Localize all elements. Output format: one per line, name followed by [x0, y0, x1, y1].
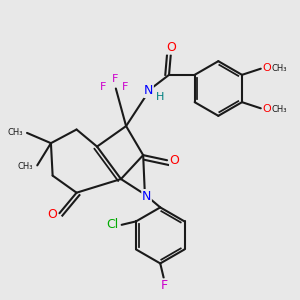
Text: O: O	[47, 208, 57, 221]
Text: O: O	[166, 41, 176, 54]
Text: CH₃: CH₃	[8, 128, 23, 137]
Text: F: F	[161, 279, 168, 292]
Text: CH₃: CH₃	[18, 162, 33, 171]
Text: CH₃: CH₃	[272, 104, 287, 113]
Text: F: F	[122, 82, 129, 92]
Text: H: H	[156, 92, 165, 102]
Text: N: N	[142, 190, 151, 202]
Text: N: N	[144, 84, 153, 98]
Text: F: F	[112, 74, 118, 84]
Text: Cl: Cl	[106, 218, 118, 231]
Text: O: O	[262, 104, 271, 114]
Text: O: O	[262, 63, 271, 73]
Text: F: F	[100, 82, 106, 92]
Text: CH₃: CH₃	[272, 64, 287, 73]
Text: O: O	[170, 154, 179, 167]
